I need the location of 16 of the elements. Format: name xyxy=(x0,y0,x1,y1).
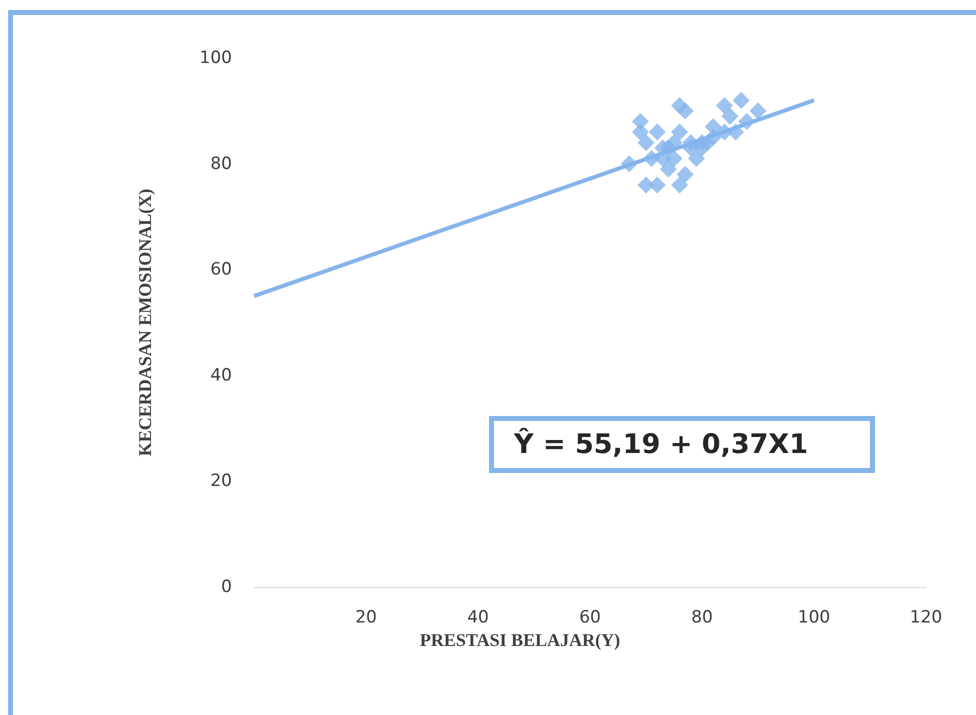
equation-box: Ŷ = 55,19 + 0,37X1 xyxy=(489,416,875,473)
y-tick-label: 80 xyxy=(210,154,232,174)
y-tick-label: 40 xyxy=(210,365,232,386)
x-tick-label: 120 xyxy=(910,608,942,628)
y-tick-label: 100 xyxy=(200,48,232,68)
x-tick-label: 100 xyxy=(798,608,830,628)
x-tick-label: 40 xyxy=(467,608,489,628)
y-tick-label: 20 xyxy=(210,471,232,492)
y-tick-label: 60 xyxy=(210,260,232,280)
x-axis-title: PRESTASI BELAJAR(Y) xyxy=(420,630,620,650)
x-tick-label: 20 xyxy=(355,608,377,628)
annotation: Ŷ = 55,19 + 0,37X1 xyxy=(514,429,808,460)
y-tick-label: 0 xyxy=(221,577,232,597)
x-tick-label: 60 xyxy=(579,608,601,628)
y-axis-title: KECERDASAN EMOSIONAL(X) xyxy=(135,188,155,456)
x-tick-label: 80 xyxy=(691,608,713,628)
